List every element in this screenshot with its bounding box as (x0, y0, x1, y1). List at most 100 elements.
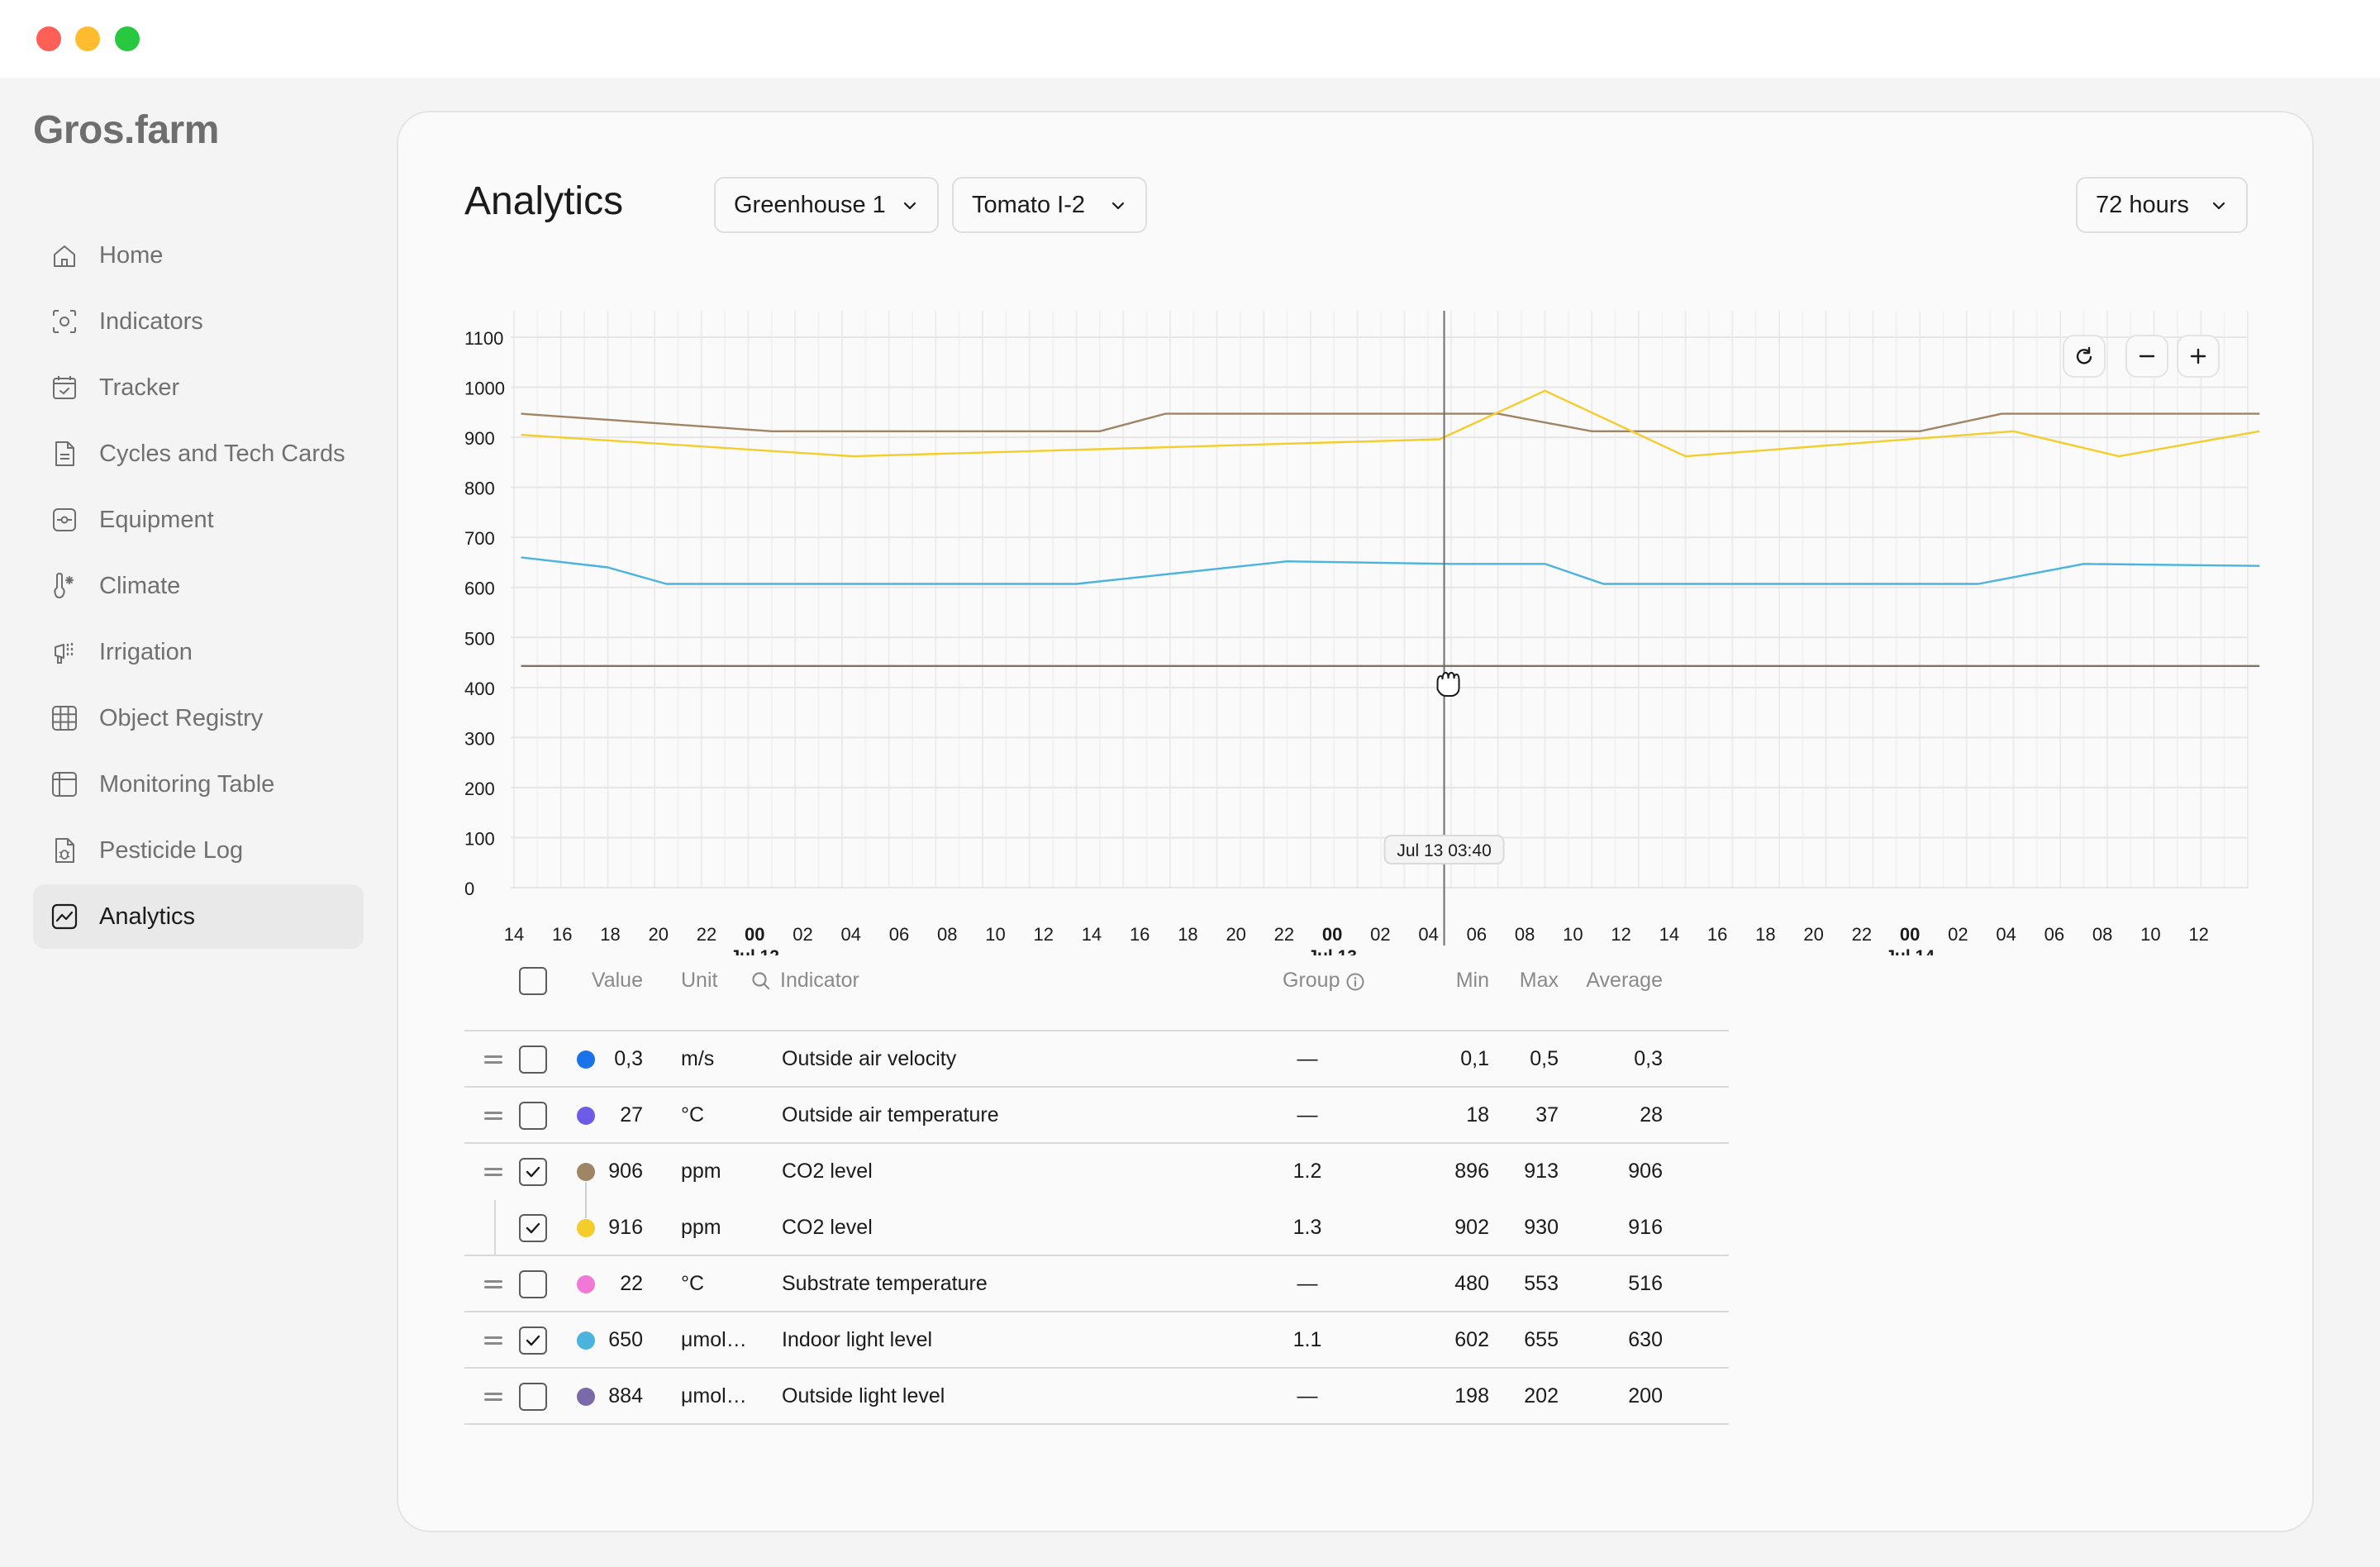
app-logo[interactable]: Gros.farm (33, 108, 219, 152)
sidebar-item-label: Climate (99, 572, 181, 599)
drag-handle-icon[interactable] (484, 1279, 502, 1290)
greenhouse-select-value: Greenhouse 1 (734, 191, 886, 218)
close-window-button[interactable] (36, 26, 61, 51)
column-header-group[interactable]: Group (1283, 969, 1340, 992)
row-divider (464, 1423, 1729, 1425)
chevron-down-icon (2212, 202, 2225, 210)
column-header-min[interactable]: Min (1455, 969, 1489, 992)
cell-unit: ppm (681, 1160, 721, 1183)
cell-indicator: CO2 level (782, 1160, 873, 1183)
x-tick-label: 22 (697, 924, 716, 945)
cell-min: 902 (1454, 1216, 1489, 1239)
sidebar-item-analytics[interactable]: Analytics (33, 884, 364, 949)
cell-average: 28 (1640, 1103, 1663, 1126)
column-header-indicator[interactable]: Indicator (780, 969, 859, 992)
row-checkbox[interactable] (519, 1383, 547, 1411)
column-header-value[interactable]: Value (591, 969, 643, 992)
indicators-icon (48, 305, 81, 338)
cell-value: 916 (608, 1216, 643, 1239)
sidebar-item-pesticide-log[interactable]: Pesticide Log (33, 818, 364, 883)
x-tick-label: 16 (1707, 924, 1727, 945)
sidebar-item-label: Home (99, 241, 164, 269)
x-tick-label: 20 (1803, 924, 1823, 945)
sidebar-item-monitoring-table[interactable]: Monitoring Table (33, 752, 364, 817)
x-tick-label: 12 (2188, 924, 2208, 945)
cell-max: 930 (1524, 1216, 1559, 1239)
y-tick-label: 1100 (464, 328, 503, 349)
zoom-in-button[interactable] (2177, 335, 2220, 378)
zoom-out-button[interactable] (2125, 335, 2168, 378)
greenhouse-select[interactable]: Greenhouse 1 (714, 177, 939, 233)
x-tick-label: 14 (1082, 924, 1102, 945)
minimize-window-button[interactable] (75, 26, 100, 51)
row-checkbox[interactable] (519, 1270, 547, 1298)
y-tick-label: 0 (464, 879, 474, 899)
sidebar-item-object-registry[interactable]: Object Registry (33, 686, 364, 750)
chart-icon (48, 900, 81, 933)
maximize-window-button[interactable] (115, 26, 140, 51)
row-divider (464, 1086, 1729, 1088)
x-tick-label: 04 (840, 924, 860, 945)
row-checkbox[interactable] (519, 1045, 547, 1074)
column-header-max[interactable]: Max (1519, 969, 1559, 992)
y-tick-label: 800 (464, 479, 495, 499)
cell-unit: μmol… (681, 1328, 747, 1351)
group-bracket (494, 1200, 496, 1256)
sidebar-item-label: Tracker (99, 374, 180, 401)
table-row: 27 °C Outside air temperature — 18 37 28 (464, 1088, 1729, 1144)
crop-select[interactable]: Tomato I-2 (952, 177, 1147, 233)
cell-min: 480 (1454, 1272, 1489, 1295)
chart-reset-button[interactable] (2063, 335, 2106, 378)
column-header-average[interactable]: Average (1586, 969, 1663, 992)
row-checkbox[interactable] (519, 1326, 547, 1355)
home-icon (48, 239, 81, 272)
x-tick-label: 14 (1659, 924, 1679, 945)
table-row: 22 °C Substrate temperature — 480 553 516 (464, 1256, 1729, 1312)
cell-average: 0,3 (1634, 1047, 1663, 1070)
cell-value: 650 (608, 1328, 643, 1351)
y-tick-label: 500 (464, 628, 495, 649)
time-range-select[interactable]: 72 hours (2076, 177, 2248, 233)
grab-cursor-icon (1436, 671, 1460, 697)
cell-average: 906 (1628, 1160, 1663, 1183)
drag-handle-icon[interactable] (484, 1054, 502, 1065)
x-tick-label: 02 (793, 924, 812, 945)
drag-handle-icon[interactable] (484, 1335, 502, 1346)
row-checkbox[interactable] (519, 1102, 547, 1130)
row-checkbox[interactable] (519, 1214, 547, 1242)
table-row: 906 ppm CO2 level 1.2 896 913 906 (464, 1144, 1729, 1200)
x-tick-label: 20 (1226, 924, 1245, 945)
cell-min: 0,1 (1460, 1047, 1489, 1070)
sidebar-item-label: Analytics (99, 903, 196, 930)
sidebar-item-cycles-and-tech-cards[interactable]: Cycles and Tech Cards (33, 422, 364, 486)
x-tick-label: 18 (1178, 924, 1197, 945)
series-color-dot (577, 1050, 595, 1069)
sidebar-item-indicators[interactable]: Indicators (33, 289, 364, 354)
select-all-checkbox[interactable] (519, 967, 547, 995)
row-divider (464, 1142, 1729, 1144)
x-tick-label: 20 (648, 924, 668, 945)
cell-max: 913 (1524, 1160, 1559, 1183)
plus-icon (2190, 348, 2206, 364)
series-color-dot (577, 1219, 595, 1237)
sidebar-item-climate[interactable]: Climate (33, 554, 364, 618)
table-row: 0,3 m/s Outside air velocity — 0,1 0,5 0,3 (464, 1031, 1729, 1088)
x-date-label: Jul 12 (730, 947, 779, 955)
row-checkbox[interactable] (519, 1158, 547, 1186)
sidebar-item-irrigation[interactable]: Irrigation (33, 620, 364, 684)
cell-unit: μmol… (681, 1384, 747, 1407)
sidebar-item-equipment[interactable]: Equipment (33, 488, 364, 552)
sidebar-item-tracker[interactable]: Tracker (33, 355, 364, 420)
search-icon[interactable] (750, 970, 772, 992)
drag-handle-icon[interactable] (484, 1110, 502, 1122)
table-icon (48, 768, 81, 801)
cell-indicator: Substrate temperature (782, 1272, 988, 1295)
row-divider (464, 1311, 1729, 1312)
sidebar-item-home[interactable]: Home (33, 223, 364, 288)
cell-value: 906 (608, 1160, 643, 1183)
info-icon[interactable] (1345, 972, 1365, 992)
column-header-unit[interactable]: Unit (681, 969, 718, 992)
drag-handle-icon[interactable] (484, 1166, 502, 1178)
drag-handle-icon[interactable] (484, 1391, 502, 1403)
